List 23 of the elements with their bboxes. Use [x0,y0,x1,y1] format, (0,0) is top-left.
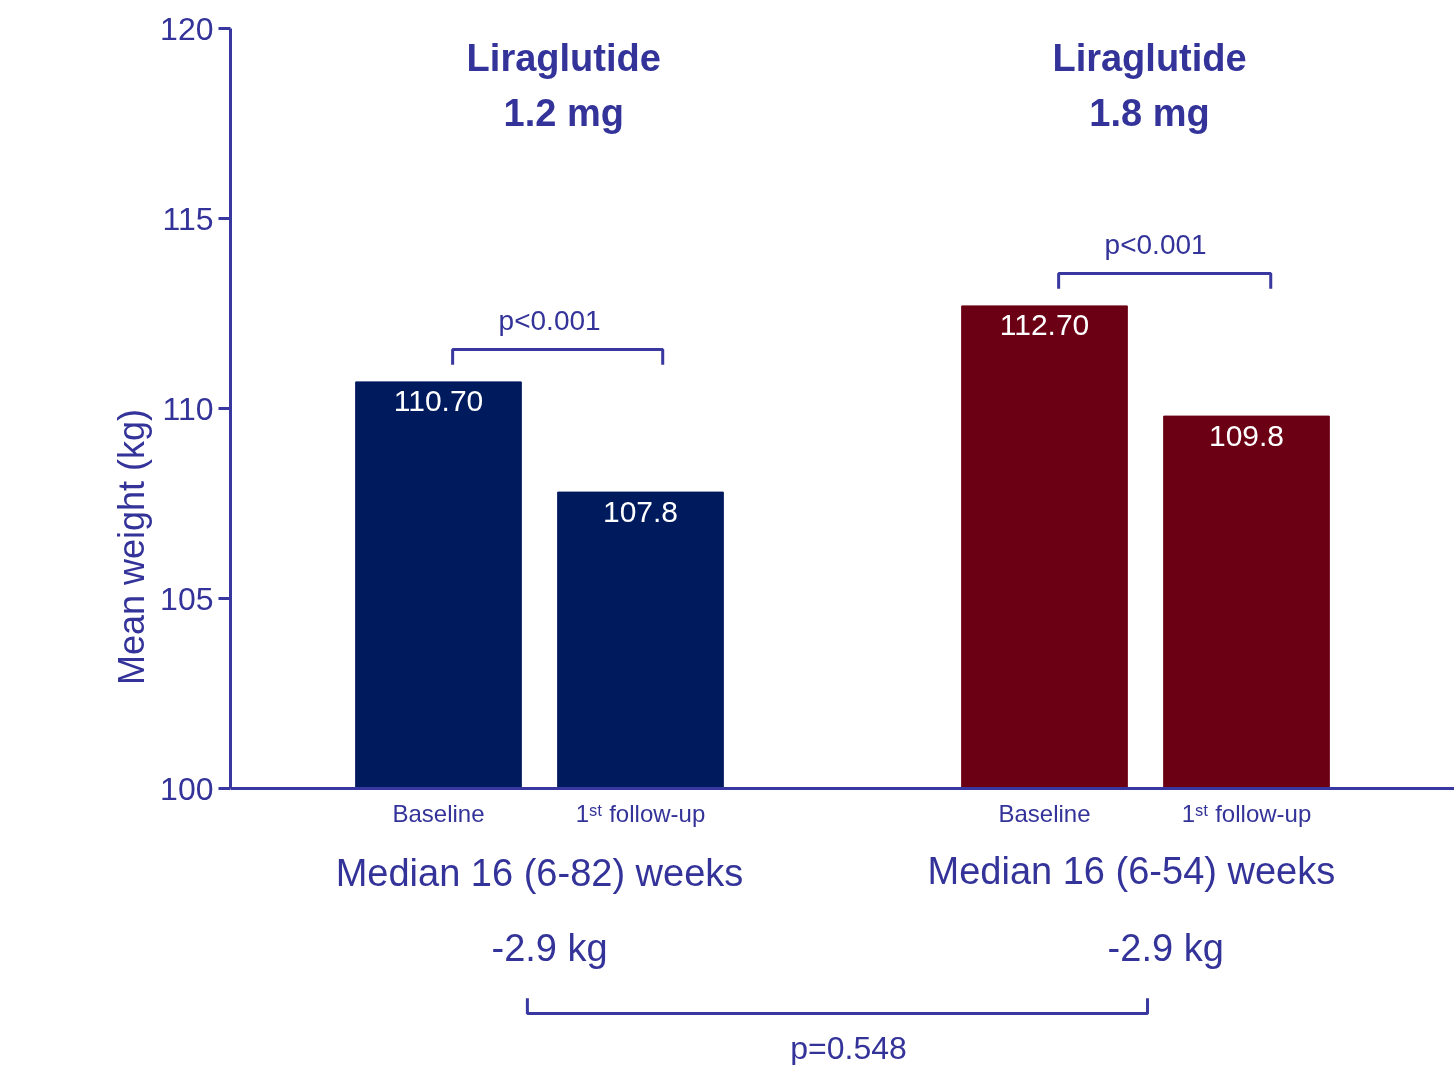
y-tick-label: 120 [160,10,214,47]
annotation: Liraglutide 1.8 mg [1052,37,1247,134]
y-tick-label: 110 [162,390,214,427]
data-label: 112.70 [999,308,1090,342]
text: -2.9 kg [491,926,608,969]
x-tick-label: Baseline [392,799,485,827]
text: Median 16 (6-54) weeks [927,849,1336,892]
text: Median 16 (6-82) weeks [335,851,744,894]
x-tick-label: Baseline [998,799,1091,827]
text: p=0.548 [790,1029,907,1065]
y-tick-label: 100 [160,770,214,807]
y-tick-label: 105 [160,580,214,617]
y-tick-label: 115 [162,200,214,237]
annotation: p<0.001 [1104,229,1207,260]
data-label: 107.8 [602,494,679,528]
x-tick-label: 1ˢᵗ follow-up [575,799,706,827]
annotation: p<0.001 [498,305,601,336]
data-label: 110.70 [393,384,484,418]
y-axis-title: Mean weight (kg) [111,408,153,686]
data-label: 109.8 [1208,418,1285,452]
x-tick-label: 1ˢᵗ follow-up [1181,799,1312,827]
text: -2.9 kg [1107,926,1224,969]
annotation: Liraglutide 1.2 mg [466,37,661,134]
